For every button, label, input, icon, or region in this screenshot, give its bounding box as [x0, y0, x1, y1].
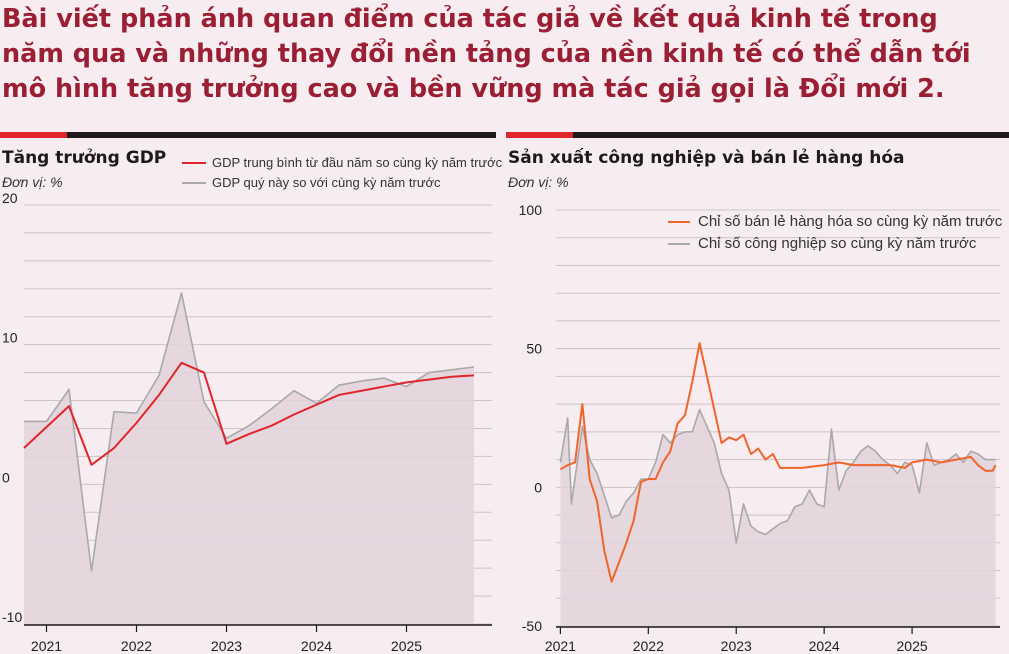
chart-legend: Chỉ số bán lẻ hàng hóa so cùng kỳ năm tr…: [668, 213, 1002, 257]
x-tick-label: 2022: [121, 638, 152, 654]
x-tick-label: 2021: [31, 638, 62, 654]
x-tick-label: 2025: [391, 638, 422, 654]
series-line-primary: [559, 342, 997, 583]
legend-swatch: [668, 243, 690, 245]
series-area-fill: [24, 292, 474, 624]
x-tick-label: 2023: [211, 638, 242, 654]
series-line-secondary: [559, 408, 996, 544]
x-tick-label: 2024: [809, 638, 840, 654]
gdp-chart-svg: 20 10 0 -10 2021 2022 2023 2024 2025: [2, 190, 492, 654]
chart-title: Sản xuất công nghiệp và bán lẻ hàng hóa: [508, 148, 905, 168]
y-tick-label: 100: [519, 202, 543, 218]
legend-swatch: [182, 162, 206, 164]
legend-item: GDP trung bình từ đầu năm so cùng kỳ năm…: [182, 155, 502, 175]
chart-unit-label: Đơn vị: %: [508, 174, 569, 190]
legend-swatch: [182, 182, 206, 184]
series-line-primary: [23, 361, 475, 466]
y-tick-label: 50: [526, 341, 542, 357]
legend-swatch: [668, 221, 690, 223]
legend-label: GDP trung bình từ đầu năm so cùng kỳ năm…: [212, 155, 503, 170]
legend-item: Chỉ số bán lẻ hàng hóa so cùng kỳ năm tr…: [668, 213, 1002, 235]
legend-item: Chỉ số công nghiệp so cùng kỳ năm trước: [668, 235, 1002, 257]
chart-top-rule: [506, 132, 1009, 138]
article-headline: Bài viết phản ánh quan điểm của tác giả …: [2, 4, 971, 104]
y-tick-label: 10: [2, 330, 18, 346]
y-tick-label: 0: [2, 469, 10, 485]
legend-label: GDP quý này so với cùng kỳ năm trước: [212, 175, 441, 190]
chart-top-rule-accent: [0, 132, 67, 138]
chart-top-rule-accent: [506, 132, 573, 138]
series-area-fill: [560, 409, 996, 626]
chart-unit-label: Đơn vị: %: [2, 174, 63, 190]
y-tick-label: 0: [534, 479, 542, 495]
y-tick-label: -10: [2, 609, 22, 625]
legend-item: GDP quý này so với cùng kỳ năm trước: [182, 175, 502, 195]
chart-legend: GDP trung bình từ đầu năm so cùng kỳ năm…: [182, 155, 502, 195]
chart-top-rule: [0, 132, 496, 138]
legend-label: Chỉ số công nghiệp so cùng kỳ năm trước: [698, 235, 977, 252]
y-tick-label: 20: [2, 190, 18, 206]
x-tick-label: 2023: [721, 638, 752, 654]
x-tick-label: 2025: [897, 638, 928, 654]
legend-label: Chỉ số bán lẻ hàng hóa so cùng kỳ năm tr…: [698, 213, 1003, 230]
gdp-growth-chart: Tăng trưởng GDP Đơn vị: % 20 10 0 -10 2021 20…: [0, 132, 502, 654]
x-tick-label: 2024: [301, 638, 332, 654]
x-tick-label: 2022: [633, 638, 664, 654]
y-tick-label: -50: [522, 618, 542, 634]
x-tick-label: 2021: [545, 638, 576, 654]
industry-retail-chart: Sản xuất công nghiệp và bán lẻ hàng hóa …: [506, 132, 1009, 654]
chart-title: Tăng trưởng GDP: [2, 148, 167, 168]
